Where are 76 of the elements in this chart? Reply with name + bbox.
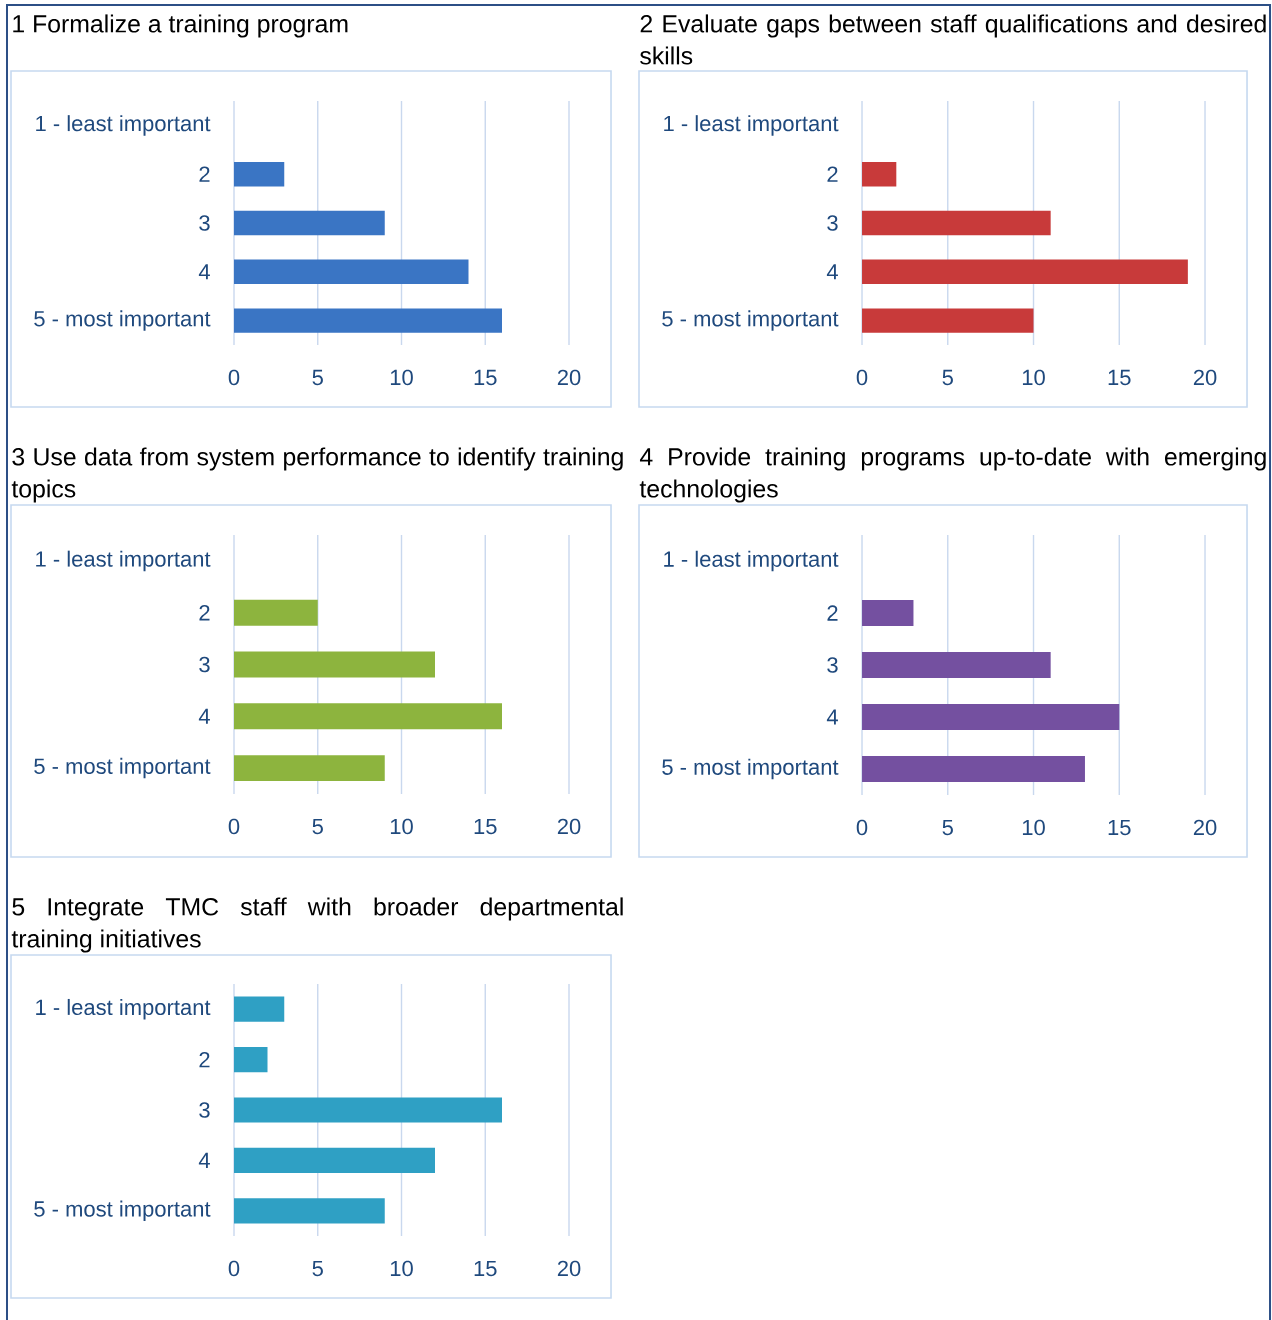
x-tick-label: 15 — [474, 369, 497, 386]
y-tick-label: 1 - least important — [36, 550, 211, 572]
bar — [234, 259, 469, 284]
bar — [862, 210, 1051, 236]
y-tick-label: 4 — [198, 708, 210, 724]
x-tick-label: 0 — [228, 1260, 240, 1277]
x-tick-label: 10 — [390, 1260, 413, 1277]
bar — [862, 600, 914, 626]
bar — [234, 651, 435, 678]
bar — [862, 703, 1120, 730]
x-tick-label: 5 — [942, 369, 953, 386]
y-tick-label: 3 — [827, 215, 838, 231]
bar — [234, 996, 285, 1022]
y-tick-label: 5 - most important — [34, 310, 211, 331]
bar — [234, 1097, 502, 1123]
bar — [862, 755, 1085, 782]
bar — [862, 651, 1051, 678]
x-tick-label: 15 — [474, 1260, 497, 1277]
chart-title: 1 Formalize a training program — [13, 14, 348, 38]
chart-title: 3 Use data from system performance to identify training topics — [11, 447, 623, 503]
x-tick-label: 20 — [1193, 819, 1217, 836]
bar — [234, 210, 385, 236]
x-tick-label: 20 — [1193, 369, 1217, 386]
bar — [862, 308, 1034, 333]
bar — [234, 755, 385, 782]
y-tick-label: 5 - most important — [662, 758, 839, 780]
chart-title: 2 Evaluate gaps between staff qualifications and desired skills — [640, 14, 1266, 65]
bar — [862, 259, 1188, 284]
y-tick-label: 1 - least important — [36, 115, 211, 136]
x-tick-label: 15 — [1108, 819, 1131, 836]
y-tick-label: 2 — [199, 1051, 210, 1068]
y-tick-label: 1 - least important — [36, 998, 211, 1020]
y-tick-label: 4 — [198, 1152, 210, 1168]
y-tick-label: 5 - most important — [662, 310, 839, 331]
chart-title: 5 Integrate TMC staff with broader departmental training initiatives — [11, 897, 623, 953]
bar — [862, 161, 897, 187]
y-tick-label: 1 - least important — [664, 115, 839, 136]
x-tick-label: 20 — [557, 1260, 581, 1277]
y-tick-label: 2 — [827, 605, 838, 621]
x-tick-label: 10 — [1022, 819, 1045, 836]
x-tick-label: 20 — [557, 818, 581, 835]
bar — [234, 703, 502, 730]
y-tick-label: 1 - least important — [664, 550, 839, 572]
bar — [234, 1047, 268, 1073]
y-tick-label: 3 — [827, 657, 838, 673]
y-tick-label: 5 - most important — [34, 1200, 211, 1222]
y-tick-label: 4 — [826, 264, 838, 280]
x-tick-label: 5 — [312, 369, 323, 386]
x-tick-label: 5 — [942, 819, 953, 836]
y-tick-label: 5 - most important — [34, 757, 211, 779]
bar — [234, 599, 318, 626]
bar — [234, 161, 285, 187]
x-tick-label: 0 — [856, 369, 868, 386]
x-tick-label: 10 — [390, 818, 413, 835]
y-tick-label: 4 — [826, 709, 838, 725]
y-tick-label: 4 — [198, 264, 210, 280]
x-tick-label: 15 — [1108, 369, 1131, 386]
bar — [234, 308, 502, 333]
x-tick-label: 5 — [312, 1260, 323, 1277]
x-tick-label: 15 — [474, 818, 497, 835]
y-tick-label: 3 — [199, 1102, 210, 1118]
x-tick-label: 0 — [228, 369, 240, 386]
chart-title: 4 Provide training programs up-to-date with emerging technologies — [639, 447, 1266, 503]
bar — [234, 1198, 385, 1224]
x-tick-label: 10 — [390, 369, 413, 386]
y-tick-label: 2 — [199, 605, 210, 621]
y-tick-label: 3 — [199, 215, 210, 231]
x-tick-label: 0 — [228, 818, 240, 835]
x-tick-label: 20 — [557, 369, 581, 386]
y-tick-label: 3 — [199, 656, 210, 673]
x-tick-label: 10 — [1022, 369, 1045, 386]
y-tick-label: 2 — [199, 166, 210, 182]
bar — [234, 1147, 435, 1173]
x-tick-label: 5 — [312, 818, 323, 835]
x-tick-label: 0 — [856, 819, 868, 836]
y-tick-label: 2 — [827, 166, 838, 182]
